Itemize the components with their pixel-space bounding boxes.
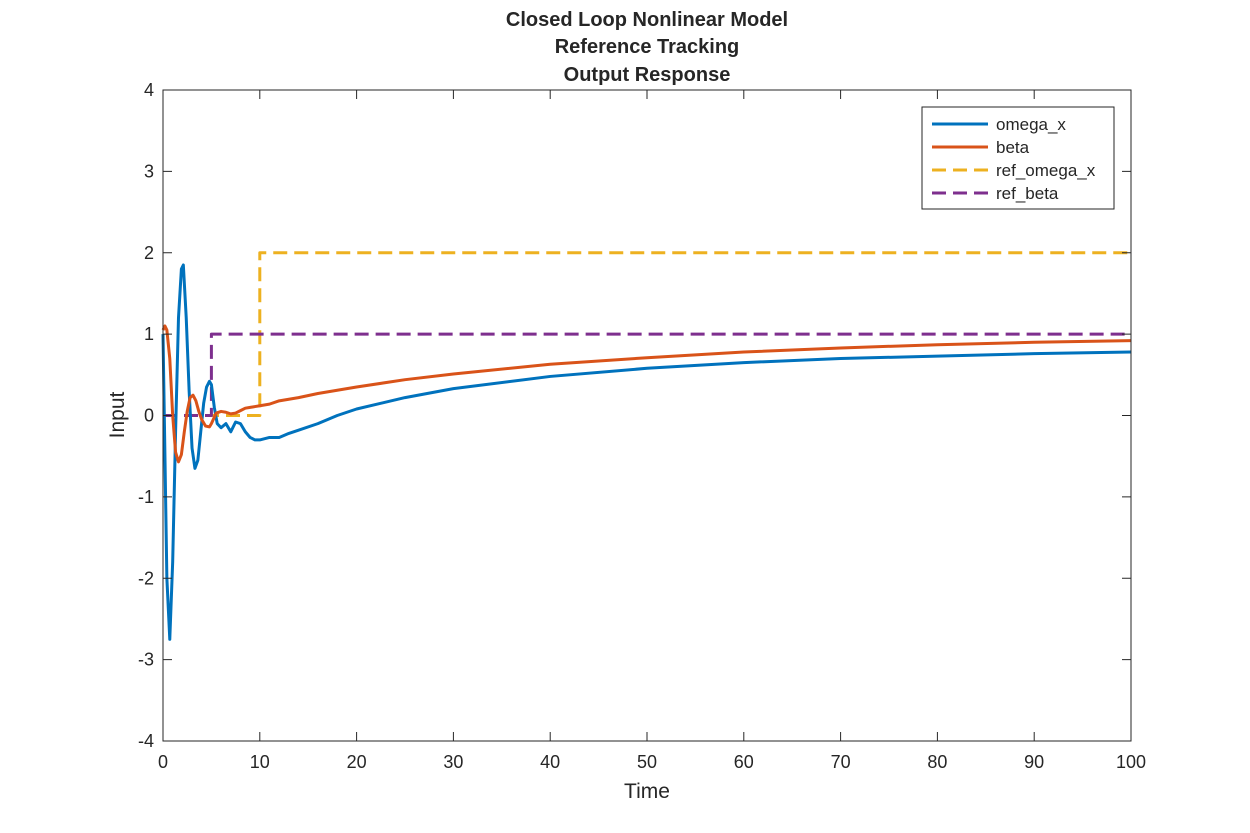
y-axis-label: Input <box>106 391 129 438</box>
chart-title: Closed Loop Nonlinear Model Reference Tr… <box>506 9 788 86</box>
y-tick-label: 1 <box>144 324 154 344</box>
x-tick-label: 80 <box>927 752 947 772</box>
x-tick-label: 70 <box>831 752 851 772</box>
y-tick-label: 3 <box>144 161 154 181</box>
title-line-2: Reference Tracking <box>555 36 740 58</box>
ticks-layer: 0 10 20 30 40 50 60 70 80 90 100 -4 -3 -2 -1 0 1 2 3 4 <box>138 80 1146 772</box>
x-tick-label: 0 <box>158 752 168 772</box>
series-layer <box>161 251 1132 641</box>
legend-label-ref-omega-x: ref_omega_x <box>996 161 1096 180</box>
legend-label-omega-x: omega_x <box>996 115 1066 134</box>
series-line-omega-x <box>161 263 1132 641</box>
x-tick-label: 90 <box>1024 752 1044 772</box>
series-line-beta <box>161 324 1132 464</box>
x-axis-label: Time <box>624 780 670 803</box>
legend-label-ref-beta: ref_beta <box>996 184 1059 203</box>
legend: omega_x beta ref_omega_x ref_beta <box>921 106 1115 210</box>
x-tick-label: 10 <box>250 752 270 772</box>
y-tick-label: -3 <box>138 650 154 670</box>
y-tick-label: 0 <box>144 406 154 426</box>
x-tick-label: 100 <box>1116 752 1146 772</box>
x-tick-label: 60 <box>734 752 754 772</box>
x-tick-label: 50 <box>637 752 657 772</box>
y-tick-label: -2 <box>138 568 154 588</box>
legend-label-beta: beta <box>996 138 1030 157</box>
title-line-3: Output Response <box>564 64 731 86</box>
x-tick-label: 30 <box>443 752 463 772</box>
title-line-1: Closed Loop Nonlinear Model <box>506 9 788 31</box>
y-tick-label: 2 <box>144 243 154 263</box>
y-tick-label: 4 <box>144 80 154 100</box>
y-tick-label: -4 <box>138 731 154 751</box>
x-tick-label: 40 <box>540 752 560 772</box>
y-tick-label: -1 <box>138 487 154 507</box>
x-tick-label: 20 <box>347 752 367 772</box>
